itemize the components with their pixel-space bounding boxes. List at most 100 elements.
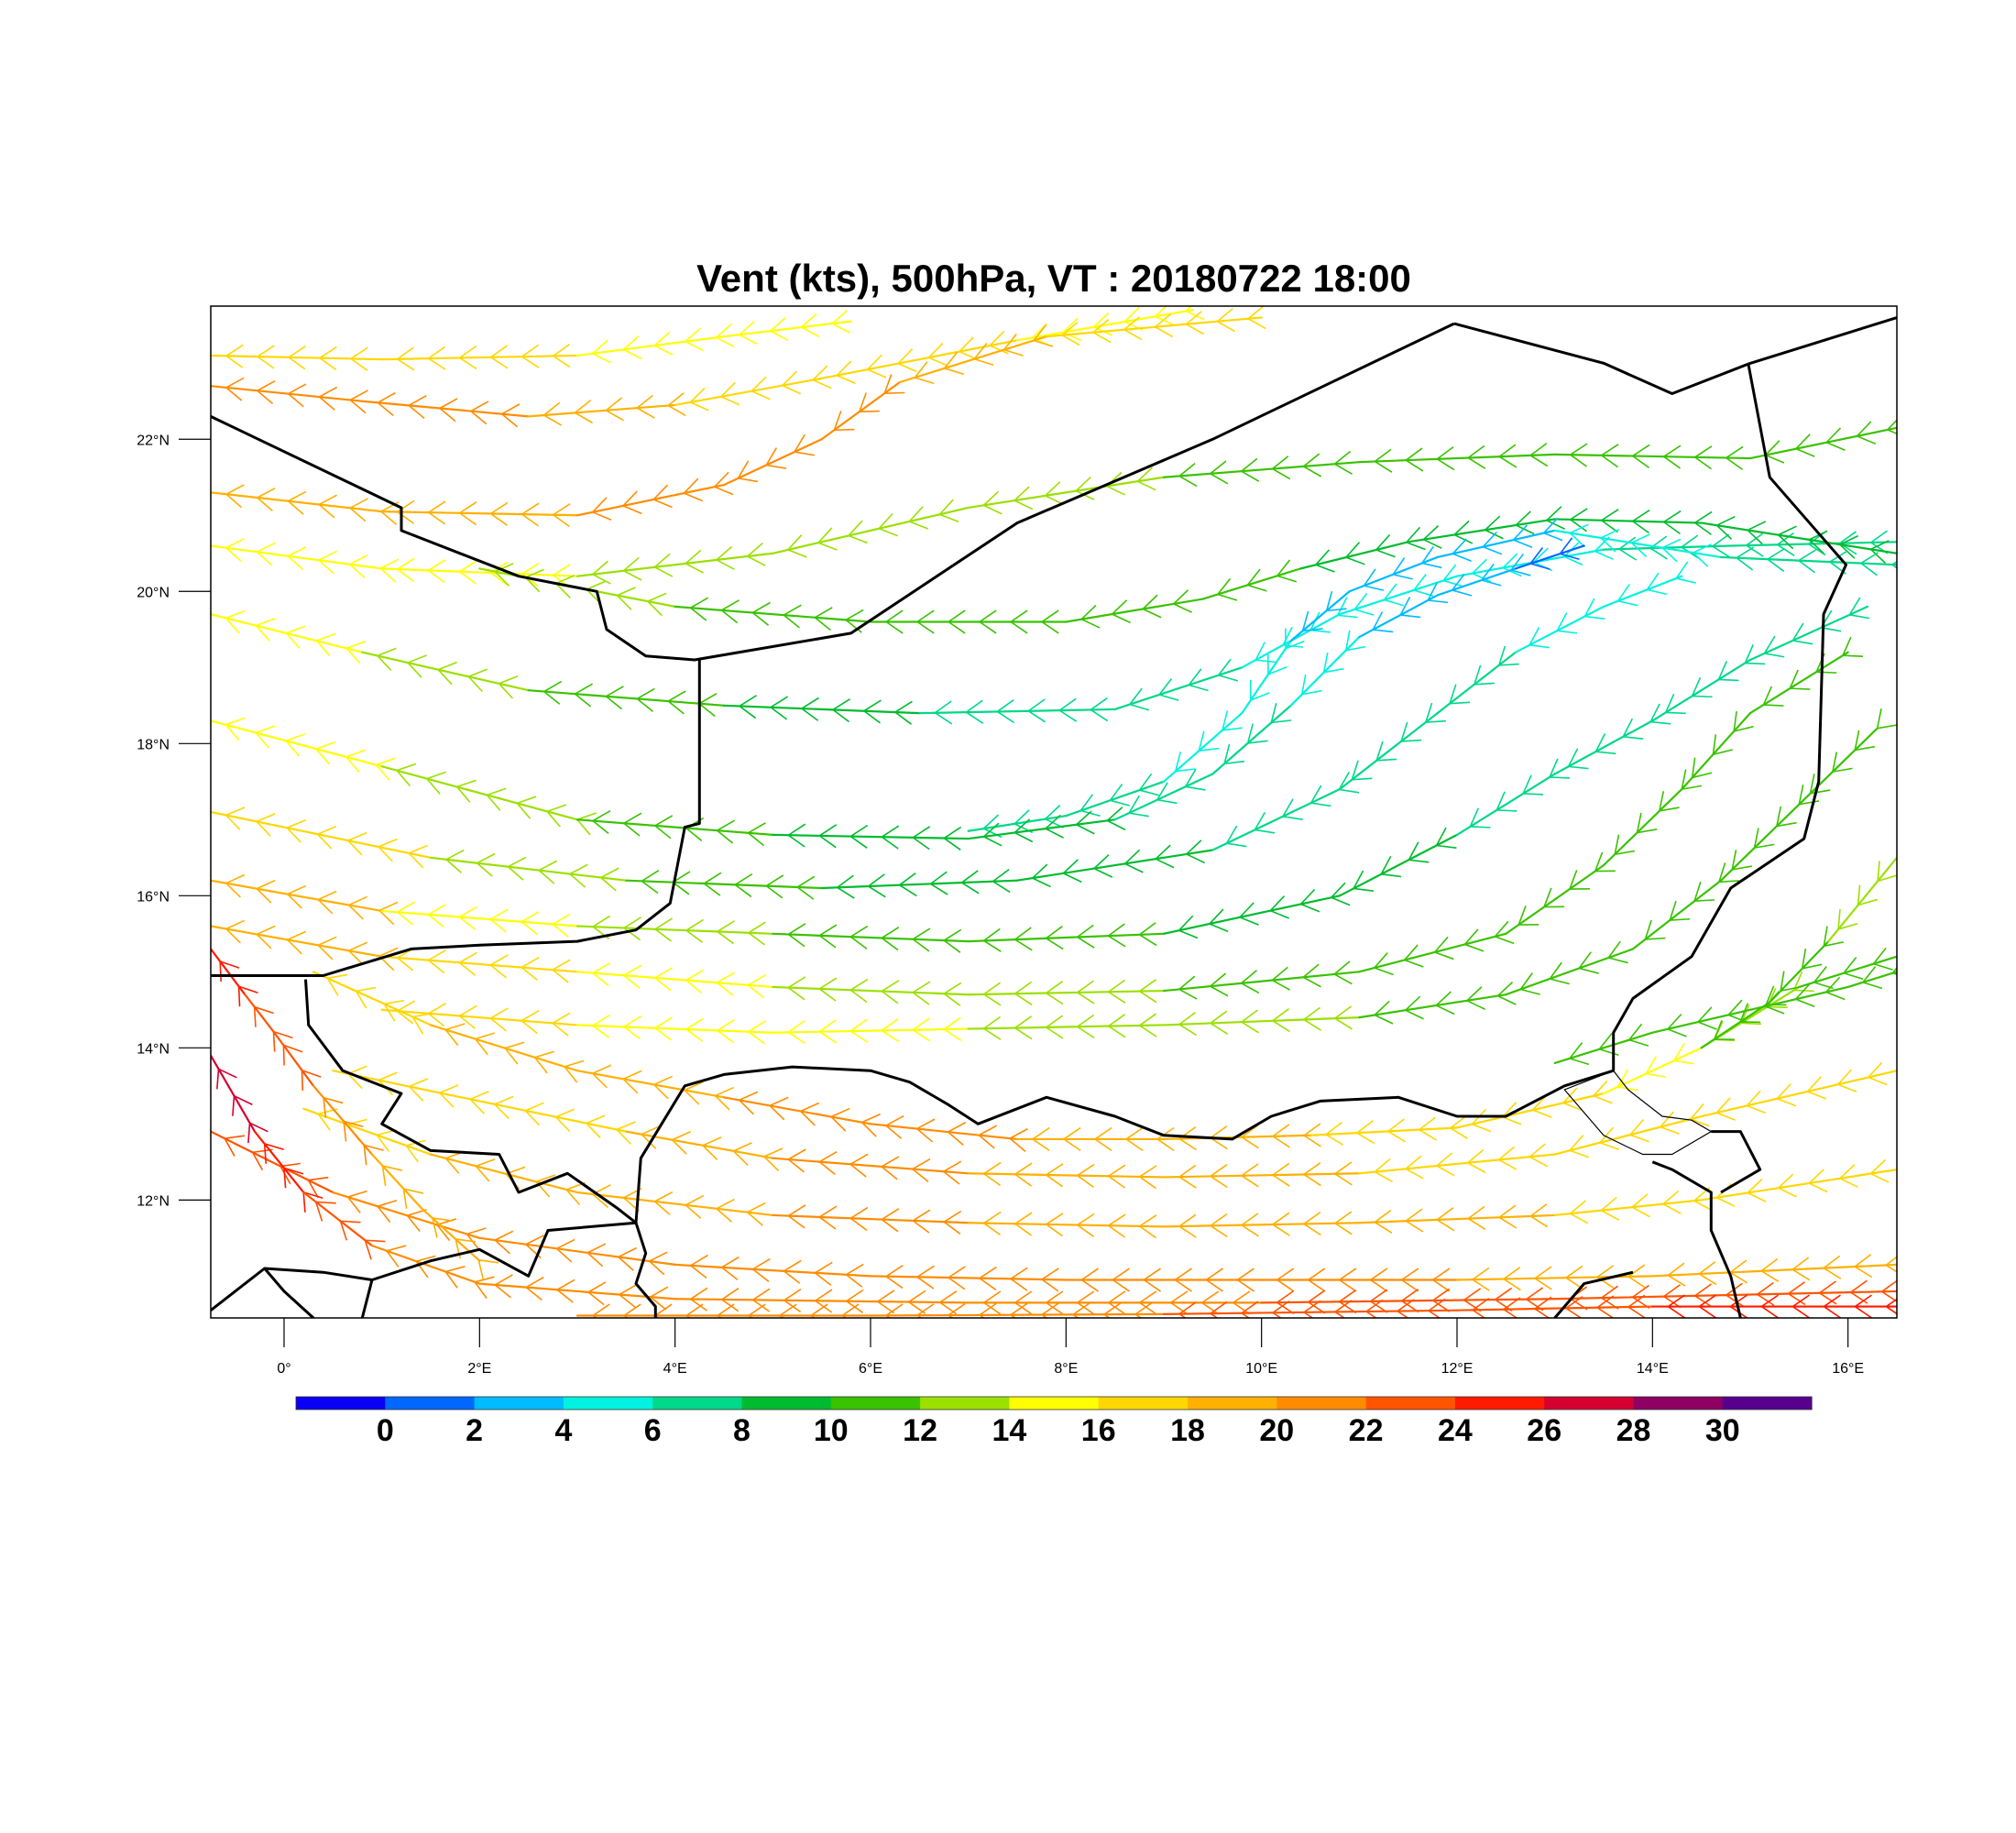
- wind-barb: [1186, 840, 1202, 855]
- wind-barb: [256, 820, 271, 837]
- wind-barb: [916, 1314, 923, 1318]
- streamline-segment: [1700, 1169, 1897, 1202]
- wind-barb: [520, 956, 540, 969]
- wind-barb: [1496, 809, 1517, 812]
- wind-barb: [411, 1016, 424, 1035]
- wind-barb: [1716, 515, 1736, 526]
- streamline-segment: [211, 544, 383, 570]
- wind-barb: [1570, 443, 1588, 456]
- wind-barb: [1485, 515, 1501, 531]
- streamline-segment: [1162, 895, 1342, 935]
- wind-barb: [1303, 1162, 1321, 1176]
- wind-barb: [346, 1196, 361, 1213]
- wind-barb: [848, 520, 863, 536]
- wind-barb: [1014, 1026, 1033, 1040]
- border-nigeria-east: [1553, 1270, 1634, 1318]
- wind-barb: [685, 918, 704, 931]
- wind-barb: [717, 819, 736, 831]
- wind-barb: [1823, 1294, 1841, 1308]
- wind-barb: [1123, 316, 1141, 331]
- wind-barb: [1667, 1028, 1687, 1037]
- wind-barb: [965, 711, 984, 724]
- wind-barb: [1254, 812, 1266, 830]
- wind-barb: [1046, 981, 1064, 994]
- wind-barb: [381, 1165, 387, 1186]
- wind-barb: [1747, 1178, 1763, 1194]
- wind-barb: [1300, 903, 1320, 913]
- streamline-segment: [575, 971, 774, 989]
- wind-barb: [1746, 1090, 1761, 1106]
- wind-barb: [1178, 1301, 1197, 1315]
- wind-barb: [402, 1188, 408, 1209]
- wind-barb: [1795, 447, 1815, 457]
- wind-barb: [752, 1268, 770, 1282]
- wind-barb: [1869, 548, 1887, 564]
- border-benin-nigeria: [634, 1222, 657, 1318]
- wind-barb: [1436, 1152, 1453, 1167]
- wind-barb: [586, 1252, 604, 1268]
- streamline-segment: [1700, 1001, 1771, 1049]
- wind-barb: [1303, 466, 1322, 477]
- wind-barb: [1808, 530, 1828, 541]
- wind-barb: [380, 510, 398, 525]
- wind-barb: [1469, 807, 1480, 828]
- wind-barb: [1870, 1172, 1890, 1183]
- wind-barb: [1601, 509, 1619, 521]
- streamline-segment: [575, 925, 774, 935]
- wind-barb: [1549, 758, 1559, 778]
- streamline-segment: [1553, 1031, 1654, 1065]
- wind-barb: [1754, 843, 1775, 849]
- wind-barb: [1129, 687, 1143, 706]
- wind-barb: [751, 376, 767, 392]
- wind-barb: [1077, 992, 1095, 1004]
- wind-barb: [908, 1290, 926, 1303]
- wind-barb: [1510, 553, 1524, 571]
- wind-barb: [683, 477, 699, 494]
- wind-barb: [616, 595, 632, 610]
- wind-barb: [1272, 1124, 1290, 1137]
- wind-barb: [1032, 1126, 1050, 1140]
- wind-barb: [979, 1314, 986, 1318]
- wind-barb: [504, 1041, 525, 1049]
- streamline-segment: [1700, 1070, 1897, 1118]
- wind-barb: [1474, 664, 1482, 686]
- wind-barb: [1712, 533, 1730, 547]
- wind-barb: [553, 344, 571, 357]
- wind-barb: [1308, 1279, 1326, 1292]
- wind-barb: [885, 1114, 904, 1126]
- wind-barb: [1449, 684, 1457, 704]
- wind-barb: [592, 573, 611, 585]
- streamline-segment: [869, 1123, 1019, 1141]
- wind-barb: [1062, 331, 1082, 342]
- wind-barb: [1103, 1313, 1112, 1318]
- wind-barb: [787, 1031, 806, 1045]
- wind-barb: [1374, 1014, 1394, 1025]
- colorbar-swatch: [1009, 1397, 1100, 1410]
- wind-barb: [1173, 589, 1189, 605]
- wind-barb: [1502, 1102, 1517, 1118]
- streamline-segment: [1631, 879, 1723, 950]
- wind-barb: [1045, 814, 1061, 829]
- wind-barb: [1210, 985, 1229, 997]
- wind-barb: [586, 580, 606, 590]
- wind-barb: [504, 1048, 519, 1065]
- wind-barb: [396, 770, 411, 786]
- wind-barb: [1014, 1173, 1033, 1187]
- wind-barb: [552, 913, 571, 926]
- streamline-segment: [967, 1222, 1166, 1228]
- wind-barb: [1452, 538, 1467, 554]
- wind-barb: [257, 390, 274, 405]
- wind-barb: [1467, 456, 1486, 469]
- wind-barb: [396, 763, 417, 772]
- wind-barb: [1617, 599, 1638, 607]
- wind-barb: [1108, 1224, 1126, 1238]
- wind-barb: [983, 1161, 1002, 1175]
- wind-barb: [365, 1239, 386, 1243]
- wind-barb: [948, 1131, 964, 1146]
- wind-barb: [849, 824, 869, 838]
- streamline-segment: [1436, 567, 1517, 597]
- border-togo-benin: [360, 1279, 374, 1318]
- wind-barb: [818, 835, 837, 849]
- wind-barb: [1106, 485, 1126, 496]
- wind-barb: [439, 407, 456, 423]
